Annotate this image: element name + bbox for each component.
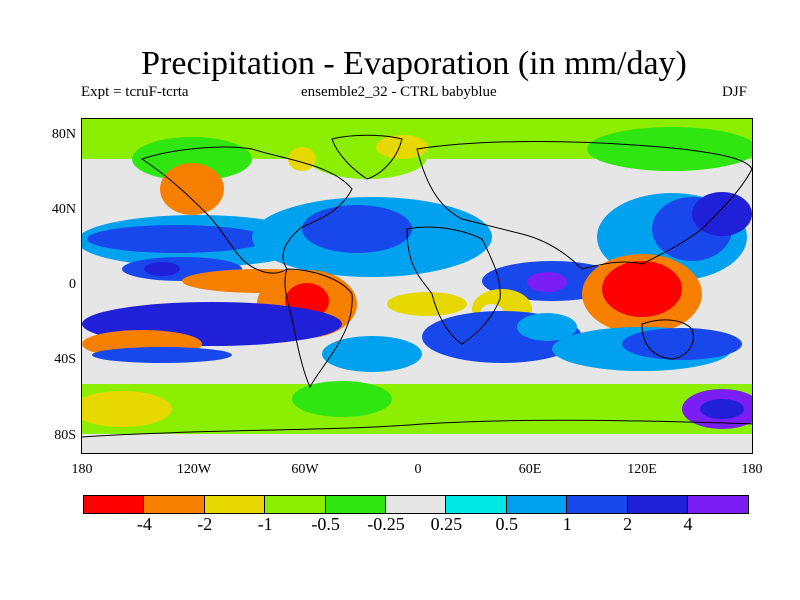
field-layer <box>82 119 752 453</box>
colorbar-label: 2 <box>623 514 633 534</box>
map-title: Precipitation - Evaporation (in mm/day) <box>141 45 687 82</box>
coastlines <box>82 134 752 438</box>
colorbar-label: -0.5 <box>311 514 340 534</box>
colorbar <box>83 495 750 514</box>
map-panel <box>81 118 753 454</box>
colorbar-label: -1 <box>257 514 273 534</box>
lon-tick-180w: 180 <box>71 462 93 477</box>
colorbar-label: -2 <box>197 514 213 534</box>
lon-tick-120e: 120E <box>627 462 657 477</box>
lon-tick-0: 0 <box>414 462 422 477</box>
colorbar-box <box>627 496 688 513</box>
colorbar-label: 0.25 <box>430 514 463 534</box>
lon-tick-60e: 60E <box>518 462 542 477</box>
lon-tick-120w: 120W <box>176 462 212 477</box>
lat-tick-80n: 80N <box>51 127 76 142</box>
colorbar-label: 1 <box>562 514 572 534</box>
lon-tick-180e: 180 <box>741 462 763 477</box>
colorbar-box <box>325 496 386 513</box>
colorbar-label: -0.25 <box>367 514 405 534</box>
colorbar-box <box>567 496 628 513</box>
experiment-label: Expt = tcruF-tcrta <box>81 84 189 100</box>
colorbar-box <box>265 496 326 513</box>
colorbar-box <box>144 496 205 513</box>
colorbar-box <box>385 496 447 513</box>
colorbar-box <box>204 496 266 513</box>
season-label: DJF <box>722 84 748 100</box>
lat-tick-40n: 40N <box>51 202 76 217</box>
lat-tick-0: 0 <box>69 277 76 292</box>
colorbar-label: 4 <box>683 514 693 534</box>
lon-tick-60w: 60W <box>291 462 319 477</box>
colorbar-box <box>506 496 568 513</box>
lat-tick-80s: 80S <box>54 428 76 443</box>
colorbar-label: -4 <box>136 514 152 534</box>
colorbar-label: 0.5 <box>495 514 519 534</box>
precip-evap-map <box>82 119 752 453</box>
ensemble-label: ensemble2_32 - CTRL babyblue <box>301 84 497 100</box>
colorbar-box <box>446 496 507 513</box>
lat-tick-40s: 40S <box>54 352 76 367</box>
colorbar-box <box>687 496 749 513</box>
colorbar-box <box>84 496 145 513</box>
